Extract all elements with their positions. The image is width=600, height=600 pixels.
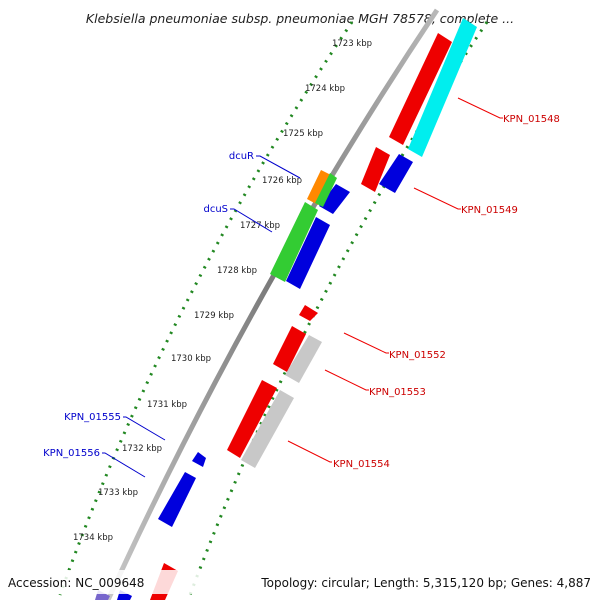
gene-kpn-01548[interactable] — [389, 33, 452, 145]
leader-kpn-01553 — [324, 369, 369, 391]
leader-kpn-01548 — [457, 97, 503, 119]
gene-label-kpn-01548[interactable]: KPN_01548 — [503, 114, 560, 125]
tick-label-1729: 1729 kbp — [194, 311, 234, 321]
tick-label-1732: 1732 kbp — [122, 444, 162, 454]
gene-kpn-01553[interactable] — [285, 335, 322, 383]
leader-kpn-01549 — [413, 187, 461, 210]
gene-dcur-green[interactable] — [315, 173, 337, 207]
gene-label-dcus[interactable]: dcuS — [203, 204, 228, 215]
accession-info: Accession: NC_009648 — [8, 576, 144, 590]
leader-dcus — [230, 208, 273, 233]
gene-label-kpn-01552[interactable]: KPN_01552 — [389, 350, 446, 361]
gene-dcus-blue[interactable] — [286, 217, 330, 289]
leader-kpn-01555 — [123, 416, 166, 441]
tick-label-1724: 1724 kbp — [305, 84, 345, 94]
topology-info: Topology: circular; Length: 5,315,120 bp… — [260, 576, 591, 590]
gene-kpn-01549[interactable] — [379, 154, 413, 193]
inner-tick-ring — [58, 21, 354, 596]
leader-dcur — [256, 155, 301, 179]
tick-label-1731: 1731 kbp — [147, 400, 187, 410]
tick-label-1728: 1728 kbp — [217, 266, 257, 276]
gene-label-kpn-01553[interactable]: KPN_01553 — [369, 387, 426, 398]
tick-label-1723: 1723 kbp — [332, 39, 372, 49]
leader-kpn-01552 — [343, 332, 389, 354]
gene-dcur-orange[interactable] — [307, 170, 331, 205]
tick-label-1727: 1727 kbp — [240, 221, 280, 231]
tick-label-1734: 1734 kbp — [73, 533, 113, 543]
gene-label-kpn-01556[interactable]: KPN_01556 — [43, 448, 100, 459]
tick-label-1725: 1725 kbp — [283, 129, 323, 139]
leader-kpn-01554 — [287, 440, 332, 463]
gene-red-forward-a[interactable] — [361, 147, 390, 192]
tick-label-1726: 1726 kbp — [262, 176, 302, 186]
gene-red-forward-c[interactable] — [299, 305, 318, 321]
footer-background — [0, 570, 600, 594]
tick-label-1733: 1733 kbp — [98, 488, 138, 498]
tick-label-1730: 1730 kbp — [171, 354, 211, 364]
gene-label-kpn-01554[interactable]: KPN_01554 — [333, 459, 390, 470]
gene-dcus-green[interactable] — [270, 202, 318, 282]
gene-kpn-01555[interactable] — [192, 452, 206, 467]
leader-kpn-01556 — [102, 452, 146, 478]
map-title: Klebsiella pneumoniae subsp. pneumoniae … — [86, 11, 514, 26]
gene-kpn-01548-cyan-segment[interactable] — [408, 18, 477, 157]
gene-kpn-01554-red[interactable] — [227, 380, 277, 458]
gene-blue-forward-b[interactable] — [319, 184, 350, 214]
gene-kpn-01552[interactable] — [273, 326, 306, 372]
gene-label-kpn-01549[interactable]: KPN_01549 — [461, 205, 518, 216]
gene-label-dcur[interactable]: dcuR — [229, 151, 254, 162]
genome-backbone — [105, 8, 440, 600]
gene-kpn-01554[interactable] — [241, 390, 294, 468]
gene-label-kpn-01555[interactable]: KPN_01555 — [64, 412, 121, 423]
gene-kpn-01556[interactable] — [158, 472, 196, 527]
